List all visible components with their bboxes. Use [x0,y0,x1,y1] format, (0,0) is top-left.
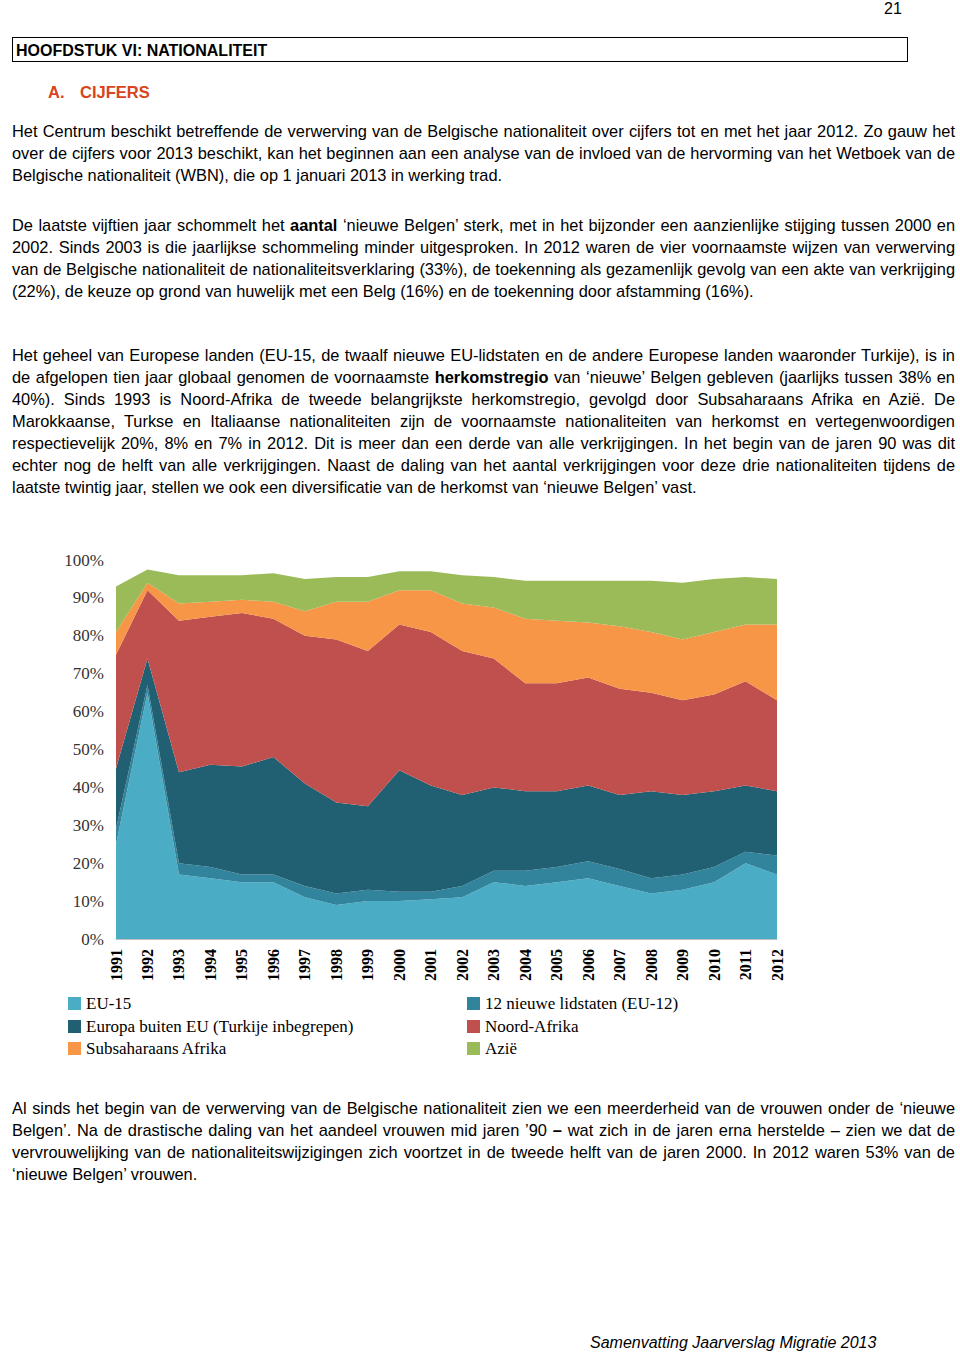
svg-text:2000: 2000 [391,949,408,981]
svg-text:Noord-Afrika: Noord-Afrika [485,1017,579,1036]
svg-text:90%: 90% [73,588,104,607]
svg-text:1992: 1992 [139,949,156,981]
html-text:Het Centrum beschikt betreffen: Het Centrum beschikt betreffende de verw… [12,122,955,184]
svg-text:1994: 1994 [202,949,219,981]
html-text:Samenvatting Jaarverslag Migra: Samenvatting Jaarverslag Migratie 2013 [590,1334,877,1351]
html-text:CIJFERS: CIJFERS [80,83,150,101]
html-text:Al sinds het begin van de verw: Al sinds het begin van de verwerving van… [12,1099,955,1183]
svg-text:2001: 2001 [422,949,439,981]
svg-text:0%: 0% [81,930,104,949]
svg-text:2010: 2010 [706,949,723,981]
svg-text:1993: 1993 [170,949,187,981]
svg-text:2011: 2011 [737,949,754,980]
svg-text:30%: 30% [73,816,104,835]
svg-text:100%: 100% [64,551,104,570]
svg-text:12 nieuwe lidstaten (EU-12): 12 nieuwe lidstaten (EU-12) [485,994,678,1013]
svg-text:80%: 80% [73,626,104,645]
svg-text:Europa buiten EU (Turkije inbe: Europa buiten EU (Turkije inbegrepen) [86,1017,354,1036]
html-text:Het geheel van Europese landen: Het geheel van Europese landen (EU-15, d… [12,346,955,496]
svg-text:2003: 2003 [485,949,502,981]
svg-text:10%: 10% [73,892,104,911]
svg-text:2005: 2005 [548,949,565,981]
svg-text:1991: 1991 [108,949,125,981]
svg-text:1997: 1997 [296,949,313,981]
svg-text:20%: 20% [73,854,104,873]
svg-text:2002: 2002 [454,949,471,981]
svg-text:2009: 2009 [674,949,691,981]
svg-text:1999: 1999 [359,949,376,981]
svg-text:Subsaharaans Afrika: Subsaharaans Afrika [86,1039,227,1058]
svg-text:2004: 2004 [517,949,534,981]
svg-text:70%: 70% [73,664,104,683]
svg-text:1998: 1998 [328,949,345,981]
svg-text:2007: 2007 [611,949,628,981]
svg-text:60%: 60% [73,702,104,721]
svg-text:2006: 2006 [580,949,597,981]
svg-text:2008: 2008 [643,949,660,981]
html-text:21: 21 [884,0,902,17]
svg-text:40%: 40% [73,778,104,797]
svg-text:Azië: Azië [485,1039,517,1058]
html-text:HOOFDSTUK VI: NATIONALITEIT: HOOFDSTUK VI: NATIONALITEIT [16,42,268,59]
svg-text:EU-15: EU-15 [86,994,131,1013]
svg-text:50%: 50% [73,740,104,759]
svg-text:2012: 2012 [769,949,786,981]
svg-text:1995: 1995 [233,949,250,981]
html-text:A.: A. [48,83,65,101]
svg-text:1996: 1996 [265,949,282,981]
html-text:De laatste vijftien jaar schom: De laatste vijftien jaar schommelt het a… [12,216,955,300]
